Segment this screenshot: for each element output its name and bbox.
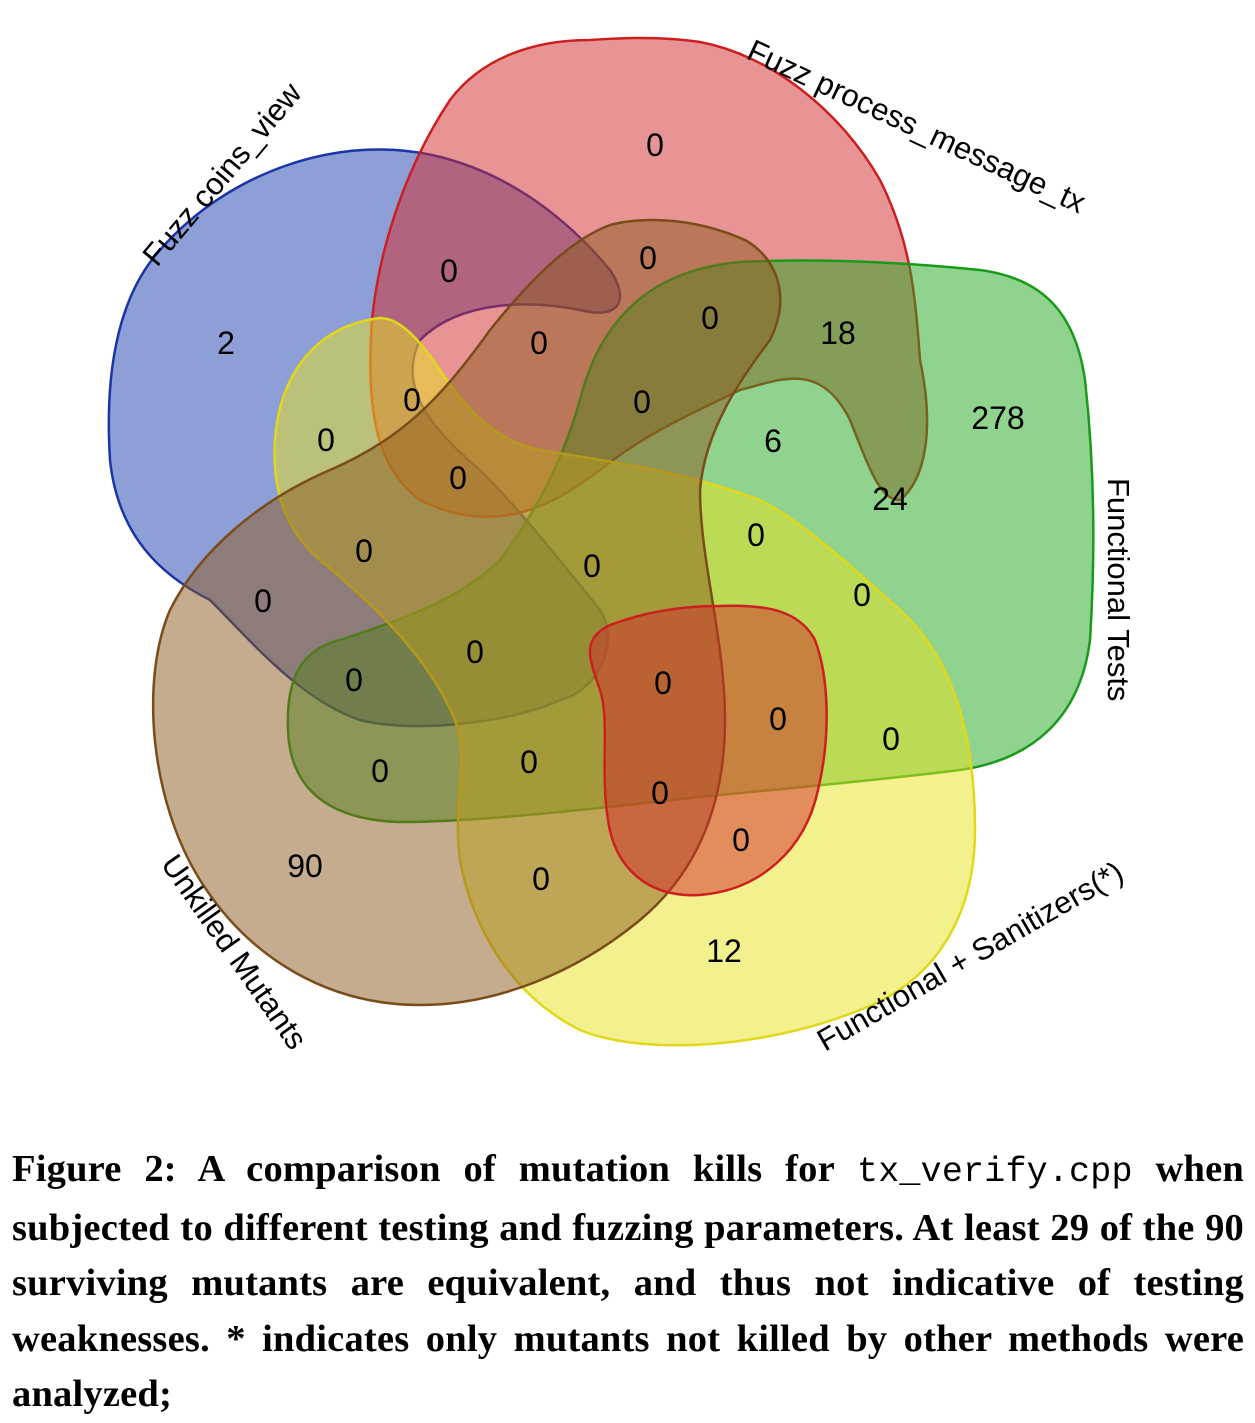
region-count: 278 [971,400,1024,436]
set-region-process-bottom [588,604,828,897]
caption-text-before: A comparison of mutation kills for [176,1148,858,1190]
region-count: 0 [654,665,672,701]
venn-diagram: Fuzz coins_view Fuzz process_message_tx … [107,33,1136,1058]
region-count: 90 [287,848,323,884]
region-count: 0 [403,382,421,418]
caption-code: tx_verify.cpp [857,1152,1133,1192]
region-count: 0 [371,753,389,789]
region-count: 0 [639,240,657,276]
region-count: 0 [646,127,664,163]
region-count: 0 [345,662,363,698]
region-count: 0 [317,422,335,458]
figure-caption: Figure 2: A comparison of mutation kills… [12,1142,1244,1423]
region-count: 0 [853,577,871,613]
caption-text-after: when subjected to different testing and … [12,1148,1244,1415]
region-count: 0 [732,822,750,858]
region-count: 0 [769,701,787,737]
region-count: 0 [520,744,538,780]
set-label-functional: Functional Tests [1101,478,1136,701]
region-count: 18 [820,315,856,351]
region-count: 2 [217,325,235,361]
region-count: 0 [254,583,272,619]
region-count: 0 [882,721,900,757]
caption-label: Figure 2: [12,1148,177,1190]
region-count: 24 [872,481,908,517]
region-count: 0 [530,325,548,361]
region-count: 12 [706,933,742,969]
region-counts: 2 0 278 12 90 0 0 0 18 0 0 0 6 0 24 0 0 … [217,127,1025,969]
region-count: 0 [355,533,373,569]
region-count: 0 [633,384,651,420]
region-count: 0 [449,460,467,496]
region-count: 0 [583,548,601,584]
region-count: 0 [440,253,458,289]
region-count: 0 [701,300,719,336]
region-count: 0 [651,775,669,811]
region-count: 0 [532,861,550,897]
region-count: 0 [747,517,765,553]
region-count: 0 [466,634,484,670]
region-count: 6 [764,423,782,459]
